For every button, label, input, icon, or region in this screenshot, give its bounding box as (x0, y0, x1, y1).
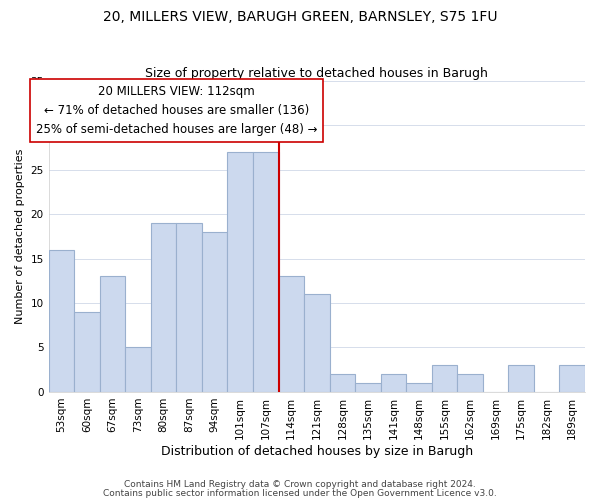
Bar (202, 232, 227, 392)
Bar (457, 374, 483, 392)
Text: 20 MILLERS VIEW: 112sqm
← 71% of detached houses are smaller (136)
25% of semi-d: 20 MILLERS VIEW: 112sqm ← 71% of detache… (35, 85, 317, 136)
Bar (559, 366, 585, 392)
Bar (151, 223, 176, 392)
Bar (329, 374, 355, 392)
Bar (432, 366, 457, 392)
Bar (406, 383, 432, 392)
Bar (278, 276, 304, 392)
Bar (176, 223, 202, 392)
Text: 20, MILLERS VIEW, BARUGH GREEN, BARNSLEY, S75 1FU: 20, MILLERS VIEW, BARUGH GREEN, BARNSLEY… (103, 10, 497, 24)
Bar (74, 312, 100, 392)
Bar (227, 152, 253, 392)
Bar (125, 348, 151, 392)
Bar (355, 383, 380, 392)
Bar (508, 366, 534, 392)
Text: Contains HM Land Registry data © Crown copyright and database right 2024.: Contains HM Land Registry data © Crown c… (124, 480, 476, 489)
Bar (49, 250, 74, 392)
Title: Size of property relative to detached houses in Barugh: Size of property relative to detached ho… (145, 66, 488, 80)
Text: Contains public sector information licensed under the Open Government Licence v3: Contains public sector information licen… (103, 488, 497, 498)
Bar (304, 294, 329, 392)
Bar (253, 152, 278, 392)
Bar (100, 276, 125, 392)
Y-axis label: Number of detached properties: Number of detached properties (15, 148, 25, 324)
Bar (380, 374, 406, 392)
X-axis label: Distribution of detached houses by size in Barugh: Distribution of detached houses by size … (161, 444, 473, 458)
